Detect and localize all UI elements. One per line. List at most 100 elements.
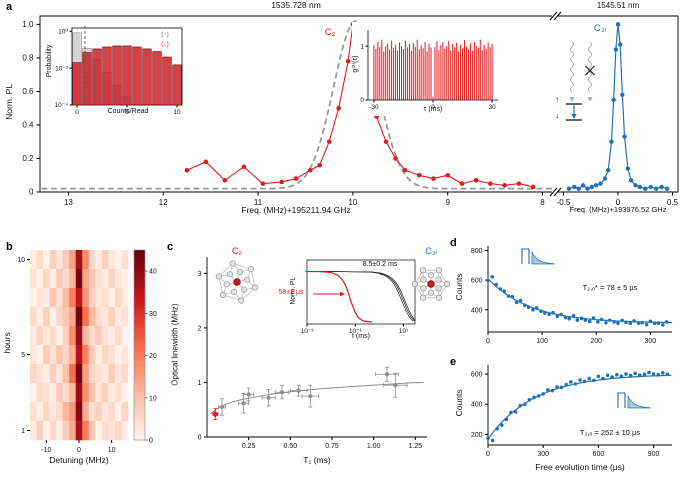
svg-text:0: 0 xyxy=(486,451,490,458)
panel-e-letter: e xyxy=(450,356,457,368)
panel-d-letter: d xyxy=(450,237,457,249)
svg-text:1.00: 1.00 xyxy=(367,443,381,450)
panel-b-letter: b xyxy=(6,241,13,253)
c2-molecule-label: C₂ xyxy=(232,246,242,256)
panel-a: 13 12 11 10 9 8 0 0.2 0.4 0.6 0.8 1.0 -0.5 0 0.5 10⁰ 10⁻… xyxy=(0,0,685,232)
c2-molecule xyxy=(215,260,259,304)
svg-text:20: 20 xyxy=(149,353,157,360)
svg-text:12: 12 xyxy=(159,198,168,207)
legend-spin-up: (↑) xyxy=(161,31,169,38)
svg-text:9: 9 xyxy=(445,198,450,207)
panel-a-wavelength-right: 1545.51 nm xyxy=(596,1,640,10)
c-inset-plot: 10⁻³ 10⁻¹ 10¹ xyxy=(299,255,421,335)
svg-text:3: 3 xyxy=(198,271,202,278)
a-histogram-inset: 10⁰ 10⁻² 10⁻⁴ 0 5 10 xyxy=(52,22,184,122)
svg-text:800: 800 xyxy=(471,248,483,255)
svg-text:0.25: 0.25 xyxy=(242,443,256,450)
svg-text:0.2: 0.2 xyxy=(22,154,34,163)
panel-b-heatmap-chart: 1 5 10 -10 0 10 0 10 20 30 40 xyxy=(17,249,157,454)
svg-text:10¹: 10¹ xyxy=(399,328,409,335)
svg-text:10: 10 xyxy=(348,198,357,207)
svg-text:0: 0 xyxy=(29,188,34,197)
panel-a-chart: 13 12 11 10 9 800.20.40.60.81.0-0.5 0 0.510⁰10⁻… xyxy=(22,11,679,207)
svg-text:0: 0 xyxy=(77,447,81,454)
svg-text:200: 200 xyxy=(590,338,602,345)
panel-a-wavelength-left: 1535.728 nm xyxy=(271,0,321,10)
svg-text:10⁻¹: 10⁻¹ xyxy=(349,328,363,335)
g2-xlabel: τ (ms) xyxy=(423,106,443,113)
svg-text:13: 13 xyxy=(64,198,73,207)
panel-e-xlabel: Free evolution time (μs) xyxy=(535,462,625,472)
e-plot: 0 300 600 900 200 400 600 xyxy=(471,365,672,458)
panel-c-ylabel: Optical linewidth (MHz) xyxy=(170,303,180,386)
svg-text:30: 30 xyxy=(149,311,157,318)
spin-up-level-label: ↑ xyxy=(555,95,559,104)
svg-text:0.5: 0.5 xyxy=(667,198,679,207)
svg-text:1: 1 xyxy=(360,43,364,50)
svg-text:0.50: 0.50 xyxy=(284,443,298,450)
svg-text:10: 10 xyxy=(17,257,25,264)
svg-text:0: 0 xyxy=(360,97,364,104)
svg-text:0: 0 xyxy=(616,198,621,207)
svg-text:300: 300 xyxy=(537,451,549,458)
hist-ylabel: Probability xyxy=(45,44,53,78)
svg-text:0.4: 0.4 xyxy=(22,121,34,130)
svg-text:1.25: 1.25 xyxy=(409,443,423,450)
svg-text:5: 5 xyxy=(21,352,25,359)
panel-c-chart: 0.25 0.50 0.75 1.00 1.25 0 1 2 3 10⁻³ 10⁻¹ 10¹ xyxy=(198,255,450,450)
panel-a-xlabel-right: Freq. (MHz)+193976.52 GHz xyxy=(569,205,667,214)
a-right-plot: -0.5 0 0.5 xyxy=(557,15,679,207)
svg-text:1: 1 xyxy=(198,380,202,387)
svg-text:0: 0 xyxy=(75,109,79,116)
svg-text:10⁰: 10⁰ xyxy=(58,27,68,35)
svg-text:-10: -10 xyxy=(41,447,51,454)
svg-text:0: 0 xyxy=(198,435,202,442)
panel-d-ylabel: Counts xyxy=(454,273,465,301)
c3i-molecule xyxy=(411,267,450,301)
legend-spin-down: (↓) xyxy=(161,41,169,48)
panel-c-letter: c xyxy=(167,241,174,253)
panel-d: 0 100 200 300 400 600 800 d Counts T₂,ₒ* = 78 … xyxy=(450,232,685,357)
svg-text:10: 10 xyxy=(173,109,181,116)
panel-b-ylabel: hours xyxy=(2,332,13,354)
panel-d-chart: 0 100 200 300 400 600 800 xyxy=(471,246,673,345)
panel-d-annotation: T₂,ₒ* = 78 ± 5 μs xyxy=(582,283,638,292)
svg-text:0: 0 xyxy=(149,438,153,445)
a-g2-inset: 0 1 -30 0 30 xyxy=(352,22,504,116)
svg-text:0.8: 0.8 xyxy=(22,54,34,63)
panel-a-xlabel-left: Freq. (MHz)+195211.94 GHz xyxy=(241,205,351,215)
panel-c-xlabel: T₁ (ms) xyxy=(303,455,331,465)
axis-break-marks xyxy=(549,11,562,197)
energy-level-diagram xyxy=(566,41,595,121)
c-inset-xlabel: t (ms) xyxy=(352,333,370,340)
svg-text:10: 10 xyxy=(149,395,157,402)
panel-e: 0 300 600 900 200 400 600 e Counts Free evolut… xyxy=(450,357,685,482)
panel-e-annotation: T₂,ₒ = 252 ± 10 μs xyxy=(579,428,641,437)
c3i-molecule-label: C₃ᵢ xyxy=(425,246,437,256)
svg-text:-0.5: -0.5 xyxy=(557,198,571,207)
svg-text:-30: -30 xyxy=(369,104,379,111)
panel-a-ylabel: Norm. PL xyxy=(4,83,15,120)
c-inset-annotation-black: 8.5±0.2 ms xyxy=(362,261,398,268)
svg-text:2: 2 xyxy=(198,325,202,332)
c-main-plot: 0.25 0.50 0.75 1.00 1.25 0 1 2 3 xyxy=(198,257,427,450)
c-inset-annotation-red: 58±2 μs xyxy=(278,289,304,296)
svg-text:0.75: 0.75 xyxy=(325,443,339,450)
pulse-sequence-icon xyxy=(521,248,555,265)
svg-text:900: 900 xyxy=(648,451,660,458)
d-plot: 0 100 200 300 400 600 800 xyxy=(471,246,673,345)
panel-c: 0.25 0.50 0.75 1.00 1.25 0 1 2 3 10⁻³ 10⁻¹ 10¹ c Op… xyxy=(165,232,450,482)
c3i-series-label: C₃ᵢ xyxy=(593,23,607,34)
svg-text:40: 40 xyxy=(149,269,157,276)
svg-text:400: 400 xyxy=(471,307,483,314)
hist-xlabel: Counts/Read xyxy=(107,108,149,115)
spin-down-level-label: ↓ xyxy=(555,111,559,120)
svg-text:600: 600 xyxy=(471,278,483,285)
pulse-sequence-icon xyxy=(617,392,651,409)
svg-text:30: 30 xyxy=(488,104,496,111)
svg-text:10⁻⁴: 10⁻⁴ xyxy=(55,102,69,109)
svg-text:5: 5 xyxy=(125,109,129,116)
svg-text:10⁻²: 10⁻² xyxy=(55,65,69,72)
svg-text:0: 0 xyxy=(486,338,490,345)
